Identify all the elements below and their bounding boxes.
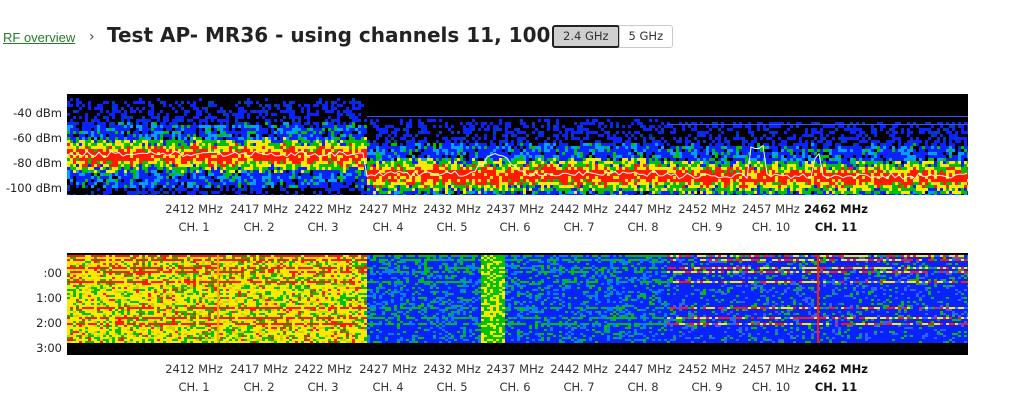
spectrum-y-tick: -80 dBm — [13, 156, 62, 170]
channel-number: CH. 11 — [814, 220, 858, 234]
channel-frequency: 2412 MHz — [165, 362, 223, 376]
channel-frequency: 2442 MHz — [550, 202, 608, 216]
channel-label: 2457 MHz CH. 10 — [731, 360, 811, 396]
channel-frequency: 2452 MHz — [678, 362, 736, 376]
page-title: Test AP- MR36 - using channels 11, 100 — [107, 23, 551, 47]
channel-number: CH. 2 — [243, 380, 275, 394]
channel-number: CH. 9 — [691, 220, 723, 234]
channel-number: CH. 3 — [307, 380, 339, 394]
channel-number: CH. 1 — [178, 220, 210, 234]
channel-label: 2442 MHz CH. 7 — [539, 200, 619, 236]
channel-number: CH. 5 — [436, 220, 468, 234]
channel-frequency: 2462 MHz — [804, 362, 868, 376]
channel-label: 2432 MHz CH. 5 — [412, 200, 492, 236]
band-5ghz-button[interactable]: 5 GHz — [618, 25, 674, 48]
waterfall-y-tick: 3:00 — [36, 341, 62, 355]
channel-frequency: 2432 MHz — [423, 362, 481, 376]
channel-label: 2447 MHz CH. 8 — [603, 360, 683, 396]
spectrum-y-tick: -40 dBm — [13, 106, 62, 120]
channel-frequency: 2412 MHz — [165, 202, 223, 216]
channel-label: 2447 MHz CH. 8 — [603, 200, 683, 236]
channel-frequency: 2422 MHz — [294, 362, 352, 376]
page-header: RF overview › Test AP- MR36 - using chan… — [0, 22, 1023, 52]
channel-label: 2417 MHz CH. 2 — [219, 200, 299, 236]
channel-frequency: 2432 MHz — [423, 202, 481, 216]
channel-frequency: 2442 MHz — [550, 362, 608, 376]
band-toggle: 2.4 GHz 5 GHz — [552, 25, 674, 48]
channel-label: 2422 MHz CH. 3 — [283, 200, 363, 236]
channel-label: 2422 MHz CH. 3 — [283, 360, 363, 396]
waterfall-y-tick: :00 — [43, 266, 62, 280]
channel-label: 2427 MHz CH. 4 — [348, 200, 428, 236]
channel-label: 2437 MHz CH. 6 — [475, 200, 555, 236]
spectrum-y-tick: -60 dBm — [13, 131, 62, 145]
breadcrumb-separator: › — [89, 29, 95, 45]
channel-frequency: 2447 MHz — [614, 362, 672, 376]
channel-label: 2457 MHz CH. 10 — [731, 200, 811, 236]
spectrum-density-chart[interactable] — [67, 94, 968, 195]
channel-number: CH. 10 — [751, 220, 791, 234]
channel-number: CH. 6 — [499, 380, 531, 394]
channel-label: 2432 MHz CH. 5 — [412, 360, 492, 396]
channel-frequency: 2422 MHz — [294, 202, 352, 216]
channel-number: CH. 7 — [563, 220, 595, 234]
channel-number: CH. 10 — [751, 380, 791, 394]
channel-number: CH. 6 — [499, 220, 531, 234]
channel-frequency: 2437 MHz — [486, 362, 544, 376]
channel-frequency: 2417 MHz — [230, 362, 288, 376]
channel-frequency: 2427 MHz — [359, 202, 417, 216]
channel-frequency: 2427 MHz — [359, 362, 417, 376]
channel-label: 2462 MHz CH. 11 — [796, 360, 876, 396]
channel-number: CH. 8 — [627, 220, 659, 234]
waterfall-y-tick: 2:00 — [36, 316, 62, 330]
channel-label: 2452 MHz CH. 9 — [667, 360, 747, 396]
waterfall-y-tick: 1:00 — [36, 291, 62, 305]
channel-number: CH. 4 — [372, 220, 404, 234]
channel-label: 2427 MHz CH. 4 — [348, 360, 428, 396]
waterfall-svg — [67, 253, 968, 355]
channel-number: CH. 9 — [691, 380, 723, 394]
spectrum-waterfall-chart[interactable] — [67, 253, 968, 355]
channel-label: 2462 MHz CH. 11 — [796, 200, 876, 236]
channel-number: CH. 4 — [372, 380, 404, 394]
channel-number: CH. 8 — [627, 380, 659, 394]
channel-frequency: 2417 MHz — [230, 202, 288, 216]
channel-frequency: 2452 MHz — [678, 202, 736, 216]
band-2-4ghz-button[interactable]: 2.4 GHz — [552, 25, 620, 48]
channel-number: CH. 3 — [307, 220, 339, 234]
channel-label: 2452 MHz CH. 9 — [667, 200, 747, 236]
channel-number: CH. 2 — [243, 220, 275, 234]
channel-frequency: 2447 MHz — [614, 202, 672, 216]
channel-label: 2417 MHz CH. 2 — [219, 360, 299, 396]
channel-label: 2412 MHz CH. 1 — [154, 360, 234, 396]
channel-number: CH. 11 — [814, 380, 858, 394]
channel-frequency: 2437 MHz — [486, 202, 544, 216]
channel-label: 2437 MHz CH. 6 — [475, 360, 555, 396]
spectrum-density-svg — [67, 94, 968, 195]
channel-label: 2442 MHz CH. 7 — [539, 360, 619, 396]
channel-label: 2412 MHz CH. 1 — [154, 200, 234, 236]
channel-frequency: 2457 MHz — [742, 362, 800, 376]
rf-overview-link[interactable]: RF overview — [3, 30, 76, 45]
spectrum-y-tick: -100 dBm — [5, 181, 62, 195]
channel-number: CH. 5 — [436, 380, 468, 394]
channel-frequency: 2457 MHz — [742, 202, 800, 216]
channel-number: CH. 7 — [563, 380, 595, 394]
channel-frequency: 2462 MHz — [804, 202, 868, 216]
channel-number: CH. 1 — [178, 380, 210, 394]
